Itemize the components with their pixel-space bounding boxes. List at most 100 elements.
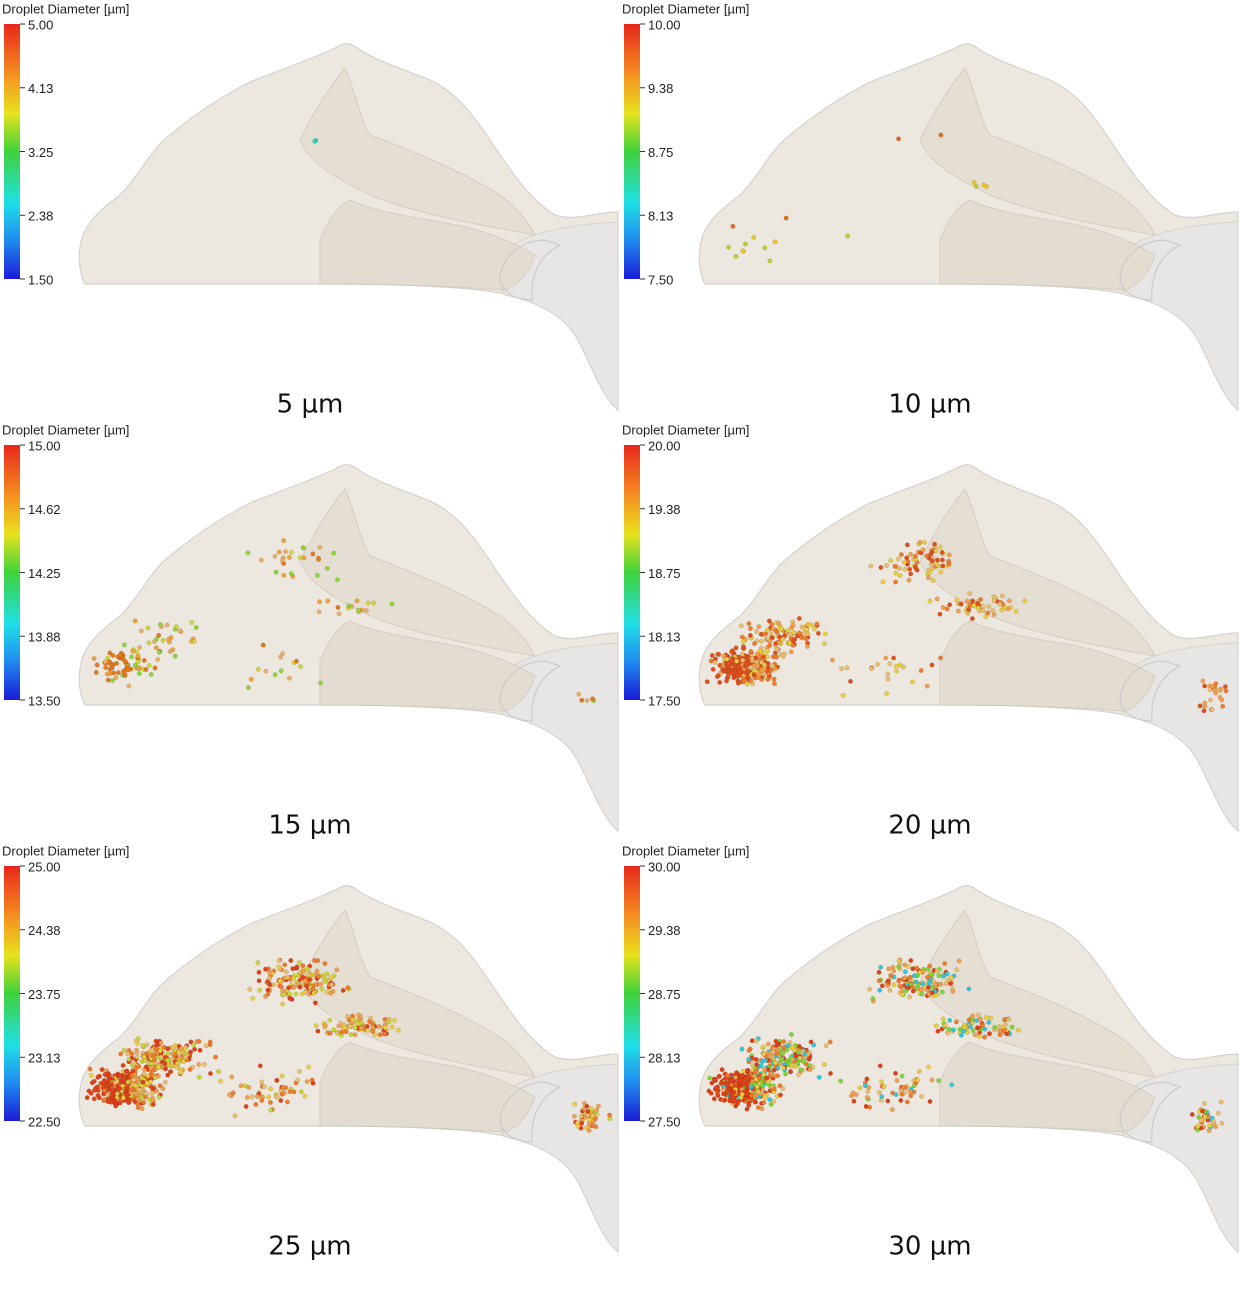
droplet	[334, 577, 340, 583]
droplet	[975, 1012, 981, 1018]
droplet	[304, 1079, 310, 1085]
droplet	[901, 559, 907, 565]
droplet	[906, 577, 912, 583]
droplet	[306, 1064, 312, 1070]
droplet	[1202, 700, 1208, 706]
droplet	[109, 1088, 115, 1093]
droplet	[288, 549, 294, 555]
droplet	[956, 958, 962, 964]
droplet	[766, 618, 772, 624]
droplet	[95, 1092, 101, 1098]
droplet	[743, 241, 748, 247]
droplet	[1220, 703, 1226, 709]
droplet	[896, 978, 902, 984]
droplet	[985, 610, 991, 616]
droplet	[920, 981, 926, 987]
droplet	[1213, 1124, 1219, 1130]
droplet	[709, 1080, 715, 1086]
droplet	[893, 1070, 898, 1076]
droplet	[774, 629, 780, 635]
droplet	[777, 634, 783, 640]
droplet	[771, 1086, 777, 1092]
droplet	[84, 1095, 90, 1101]
droplet	[172, 653, 178, 659]
droplet	[370, 1025, 376, 1030]
droplet	[744, 1092, 750, 1097]
droplet	[315, 1028, 321, 1034]
droplet	[315, 958, 321, 964]
droplet	[927, 980, 932, 986]
droplet	[777, 1061, 783, 1067]
droplet	[778, 626, 784, 632]
droplet	[302, 1093, 308, 1099]
droplet	[255, 960, 261, 966]
droplet	[944, 606, 950, 612]
droplet	[771, 1098, 776, 1104]
droplet	[991, 598, 997, 604]
droplet	[1202, 1114, 1208, 1120]
droplet	[793, 1063, 799, 1069]
turbinate	[939, 1041, 1156, 1133]
droplet	[938, 655, 943, 661]
droplet	[916, 1068, 922, 1074]
droplet	[1189, 1112, 1195, 1117]
droplet	[739, 1073, 745, 1079]
droplet	[334, 967, 340, 973]
droplet	[188, 1049, 194, 1055]
droplet	[1200, 678, 1206, 684]
droplet	[148, 672, 154, 677]
droplet	[107, 666, 113, 672]
droplet	[281, 991, 286, 997]
droplet	[279, 1073, 285, 1079]
droplet	[796, 615, 802, 621]
droplet	[753, 1038, 759, 1044]
droplet	[295, 1077, 301, 1083]
droplet	[312, 1000, 318, 1006]
droplet	[100, 1081, 106, 1087]
droplet	[213, 1054, 219, 1060]
droplet	[238, 1083, 244, 1089]
nostril	[499, 660, 562, 722]
droplet	[970, 598, 975, 604]
droplet	[590, 1113, 596, 1118]
droplet	[131, 1077, 137, 1083]
droplet	[942, 961, 948, 967]
tick-label: 8.75	[648, 145, 673, 160]
droplet	[799, 635, 805, 641]
droplet	[285, 974, 290, 980]
droplet	[149, 1061, 155, 1067]
droplet	[748, 649, 754, 654]
tick-label: 3.25	[28, 145, 53, 160]
caption: 25 µm	[268, 1232, 351, 1262]
droplet	[268, 1107, 274, 1113]
droplet	[178, 1046, 184, 1052]
droplet	[954, 967, 960, 973]
droplet	[920, 968, 926, 974]
droplet	[114, 1091, 120, 1097]
droplet	[758, 659, 764, 665]
droplet	[878, 564, 884, 570]
droplet	[256, 969, 262, 975]
droplet	[928, 551, 933, 557]
droplet	[885, 1098, 891, 1104]
droplet	[934, 968, 940, 974]
droplet	[297, 555, 303, 561]
droplet	[755, 651, 760, 657]
droplet	[981, 182, 987, 188]
droplet	[787, 632, 793, 638]
tick-label: 5.00	[28, 17, 53, 32]
droplet	[572, 1101, 578, 1107]
droplet	[907, 1089, 913, 1095]
droplet	[250, 996, 256, 1001]
droplet	[761, 1051, 767, 1057]
droplet	[102, 1072, 108, 1077]
tick-label: 8.13	[648, 209, 673, 224]
droplet	[924, 683, 930, 689]
droplet	[155, 656, 161, 662]
droplet	[122, 642, 127, 648]
droplet	[328, 990, 334, 996]
droplet	[941, 973, 946, 979]
droplet	[788, 1069, 793, 1075]
droplet	[227, 1092, 233, 1098]
droplet	[298, 664, 303, 670]
